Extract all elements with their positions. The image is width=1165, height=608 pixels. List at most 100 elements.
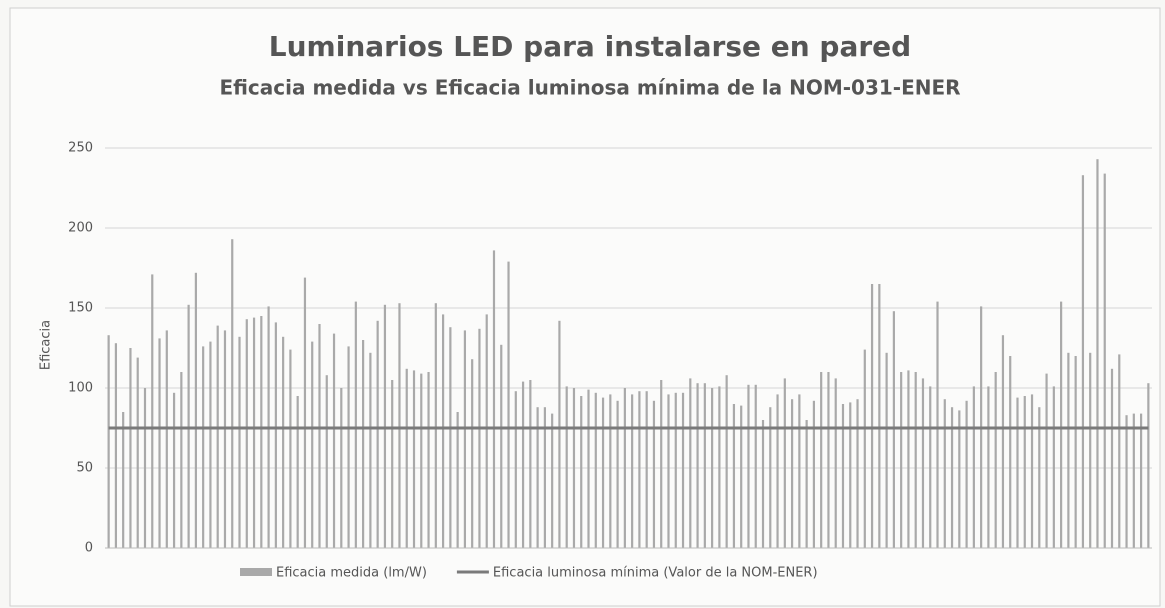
bar [1103,173,1106,548]
bar [398,303,401,548]
bar [1110,368,1114,548]
bar [551,413,554,548]
bar [958,410,961,548]
bar [769,407,772,548]
bar [711,388,714,548]
legend-label: Eficacia luminosa mínima (Valor de la NO… [493,566,818,581]
bar [1001,335,1005,548]
bar [645,391,648,548]
bar [870,284,874,548]
bar [434,303,437,548]
bar [318,324,321,548]
bar [325,375,328,548]
bar [311,341,314,548]
bar [856,399,859,548]
bar [362,340,365,548]
bar [616,400,619,548]
bar [921,378,925,548]
bar [929,386,932,548]
bar [1147,383,1150,548]
bar [129,348,132,548]
bar [1045,373,1048,548]
y-tick-label: 100 [68,381,93,396]
bar [638,391,641,548]
bar [783,378,786,548]
bar [703,383,706,548]
bar [805,420,808,548]
bar [987,386,990,548]
bar [1096,159,1099,548]
bar [485,314,488,548]
chart-frame [9,7,1161,607]
bar [601,397,605,548]
bar [696,383,699,548]
bar [391,380,394,548]
bar [449,327,452,548]
bar [332,333,336,548]
bar [907,370,910,548]
bar [623,388,626,548]
bar [376,320,379,548]
bar [681,392,685,548]
bar [296,396,299,548]
bar [587,389,590,548]
bar [340,388,343,548]
bar [1081,175,1085,548]
bar [1118,354,1121,548]
y-tick-label: 250 [68,141,93,156]
bar [841,404,845,548]
bar [405,368,408,548]
bar [609,394,612,548]
bar [1125,415,1128,548]
bar [521,381,525,548]
bar [790,399,794,548]
bar [289,349,292,548]
bar [441,314,445,548]
y-tick-label: 50 [76,461,93,476]
bar [151,274,154,548]
bar [1089,352,1092,548]
bar [216,325,219,548]
bar [943,399,946,548]
y-tick-label: 200 [68,221,93,236]
bar [885,352,888,548]
bar [420,373,423,548]
bar [536,407,539,548]
bar [529,380,532,548]
bar [463,330,467,548]
bar [122,412,125,548]
bar [740,405,743,548]
bar [994,372,997,548]
bar [478,328,481,548]
bar [172,392,176,548]
bar [238,336,241,548]
bar [158,338,161,548]
bar [834,378,837,548]
bar [660,380,663,548]
bar [1074,356,1077,548]
bar [492,250,496,548]
bar [572,388,576,548]
bar [718,386,721,548]
bar [761,420,765,548]
y-axis-label: Eficacia [39,320,54,370]
bar [689,378,692,548]
bar [900,372,903,548]
bar [245,319,248,548]
bar [209,341,212,548]
bar [747,384,750,548]
bar [274,322,277,548]
bar [849,402,852,548]
bar [412,370,416,548]
bar [543,407,546,548]
bar [667,394,670,548]
bar [514,391,517,548]
bar [260,316,263,548]
bar [427,372,430,548]
bar [369,352,372,548]
chart-subtitle: Eficacia medida vs Eficacia luminosa mín… [219,76,960,100]
bar [652,400,656,548]
bar [732,404,736,548]
legend-label: Eficacia medida (lm/W) [276,566,427,581]
